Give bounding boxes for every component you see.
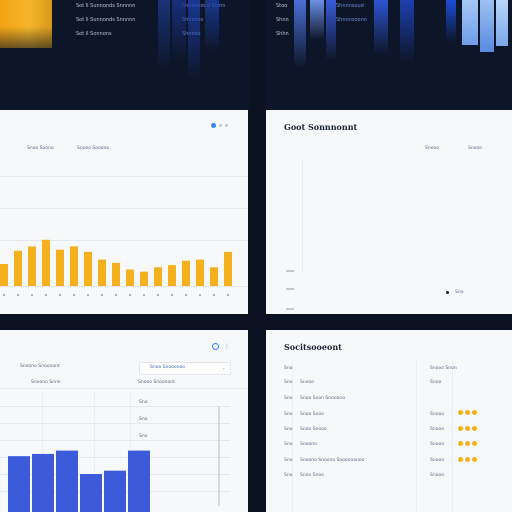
more-icon[interactable]: ⋮ — [224, 343, 230, 350]
x-tick-mark — [101, 294, 103, 296]
legend-label: Sno — [455, 290, 464, 295]
chart-bar — [0, 264, 8, 286]
chart-bar — [98, 259, 106, 286]
y-tick-mark — [286, 288, 294, 290]
chart-bar — [56, 249, 64, 286]
panel-label: Snooo Sooono — [77, 146, 110, 151]
x-tick-mark — [157, 294, 159, 296]
panel-label: Snoono Snoonont — [20, 364, 60, 369]
row-label: Sno — [139, 434, 148, 439]
chart-bar — [196, 259, 204, 286]
x-tick-mark — [227, 294, 229, 296]
chart-bar — [28, 246, 36, 286]
chart-bar — [128, 450, 150, 512]
top-right-blue-item: Shnnnsoonn — [336, 17, 367, 23]
x-tick-mark — [185, 294, 187, 296]
legend-marker-icon — [446, 291, 449, 294]
panel-label: Snooo — [425, 146, 439, 151]
top-left-list: Sot ll Sunnonds Snnnnn Sot ll Sunnonds S… — [76, 3, 135, 37]
chart-bar — [8, 456, 30, 512]
top-left-blue-bars — [0, 0, 250, 110]
chart-bar — [210, 267, 218, 286]
top-right-blue-item: Shnnnsoud — [336, 3, 364, 9]
rating-dots — [458, 457, 477, 462]
chart-bar — [140, 271, 148, 286]
chevron-down-icon: ⌄ — [221, 365, 226, 371]
chart-bar — [14, 250, 22, 286]
x-tick-mark — [213, 294, 215, 296]
chart-bar — [112, 262, 120, 286]
bar-chart-bottom-left — [8, 450, 150, 512]
chart-bar — [42, 239, 50, 286]
chart-bar — [182, 260, 190, 286]
x-tick-mark — [59, 294, 61, 296]
top-left-list-item: Sot ll Sunnonds Snnnnn — [76, 17, 136, 23]
x-tick-mark — [171, 294, 173, 296]
top-right-list: Stoo Shnn Shhn — [276, 3, 289, 37]
chart-bar — [84, 251, 92, 286]
y-tick-mark — [286, 270, 294, 272]
panel-label: Snoo Soono — [27, 146, 54, 151]
chart-panel-top-left: Snoo Soono Snooo Sooono — [0, 110, 248, 314]
x-tick-mark — [143, 294, 145, 296]
x-tick-mark — [31, 294, 33, 296]
row-label: Sno — [139, 400, 148, 405]
top-right-list-item: Shhn — [276, 31, 289, 37]
dot-active-icon[interactable] — [211, 123, 216, 128]
dot-icon[interactable] — [219, 124, 222, 127]
row-label: Sno — [139, 417, 148, 422]
rating-dots — [458, 410, 477, 415]
top-right-card: Stoo Shnn Shhn Shnnnsoud Shnnnsoonn — [266, 0, 512, 110]
chart-bar — [80, 474, 102, 512]
rating-dots — [458, 426, 477, 431]
refresh-icon[interactable] — [212, 343, 219, 350]
dot-icon[interactable] — [225, 124, 228, 127]
bar-chart-top-right — [286, 270, 294, 310]
top-left-blue-item: Shnnnsoud Slonn — [182, 3, 226, 9]
panel-label: Snooo — [468, 146, 482, 151]
top-right-blue-bars — [266, 0, 512, 110]
chart-bar — [168, 265, 176, 286]
x-tick-mark — [115, 294, 117, 296]
x-tick-mark — [45, 294, 47, 296]
top-left-card: Sot ll Sunnonds Snnnnn Sot ll Sunnonds S… — [0, 0, 250, 110]
top-left-list-item: Sot ll Sonnons — [76, 31, 112, 37]
top-left-list-item: Sot ll Sunnonds Snnnnn — [76, 3, 136, 9]
chart-bar — [70, 246, 78, 286]
x-tick-mark — [3, 294, 5, 296]
list-panel-bottom-right: Socitsooeont Sno Snooo Snon Sno Snooo Sn… — [266, 330, 512, 512]
chart-bar — [104, 470, 126, 512]
chart-bar — [126, 269, 134, 286]
pager-dots — [211, 123, 228, 128]
panel-label: Snooo Snoonont — [138, 380, 175, 385]
series-dropdown[interactable]: Snoo Snooonoo ⌄ — [139, 362, 231, 375]
top-right-list-item: Shnn — [276, 17, 289, 23]
x-tick-mark — [73, 294, 75, 296]
chart-bar — [154, 267, 162, 286]
dropdown-value: Snoo Snooonoo — [150, 365, 185, 370]
chart-bar — [32, 453, 54, 512]
rating-dots — [458, 441, 477, 446]
chart-panel-top-right: Goot Sonnnonnt Snooo Snooo Sno — [266, 110, 512, 314]
chart-bar — [56, 450, 78, 512]
panel-title: Socitsooeont — [284, 342, 342, 352]
x-tick-mark — [129, 294, 131, 296]
top-right-list-item: Stoo — [276, 3, 288, 9]
bar-chart-top-left — [0, 239, 232, 296]
chart-bar — [224, 251, 232, 286]
scrollbar[interactable] — [218, 406, 220, 506]
panel-title: Goot Sonnnonnt — [284, 122, 358, 132]
x-tick-mark — [199, 294, 201, 296]
x-tick-mark — [17, 294, 19, 296]
top-right-blue-list: Shnnnsoud Shnnnsoonn — [336, 3, 367, 23]
x-tick-mark — [87, 294, 89, 296]
panel-label: Snoono Snnn — [31, 380, 61, 385]
chart-panel-bottom-left: ⋮ Snoono Snoonont Snoono Snnn Snooo Snoo… — [0, 330, 248, 512]
y-tick-mark — [286, 308, 294, 310]
